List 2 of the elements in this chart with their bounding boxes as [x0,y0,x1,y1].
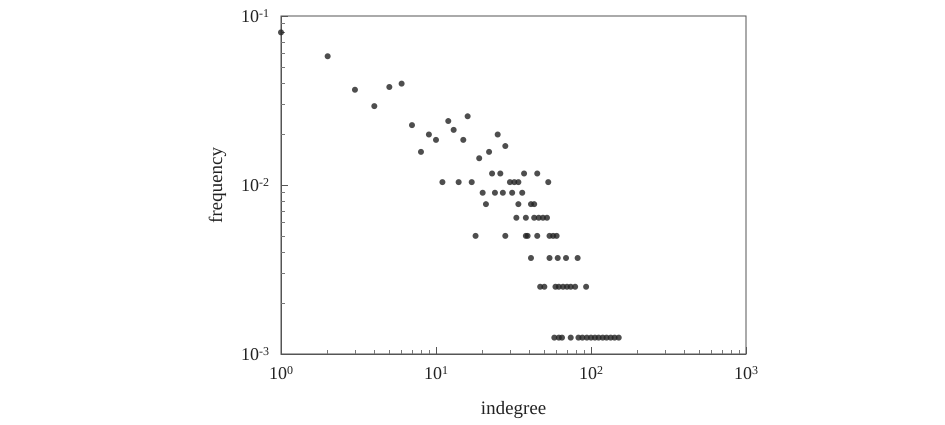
x-axis-title: indegree [480,398,546,419]
y-axis-title: frequency [206,146,227,223]
